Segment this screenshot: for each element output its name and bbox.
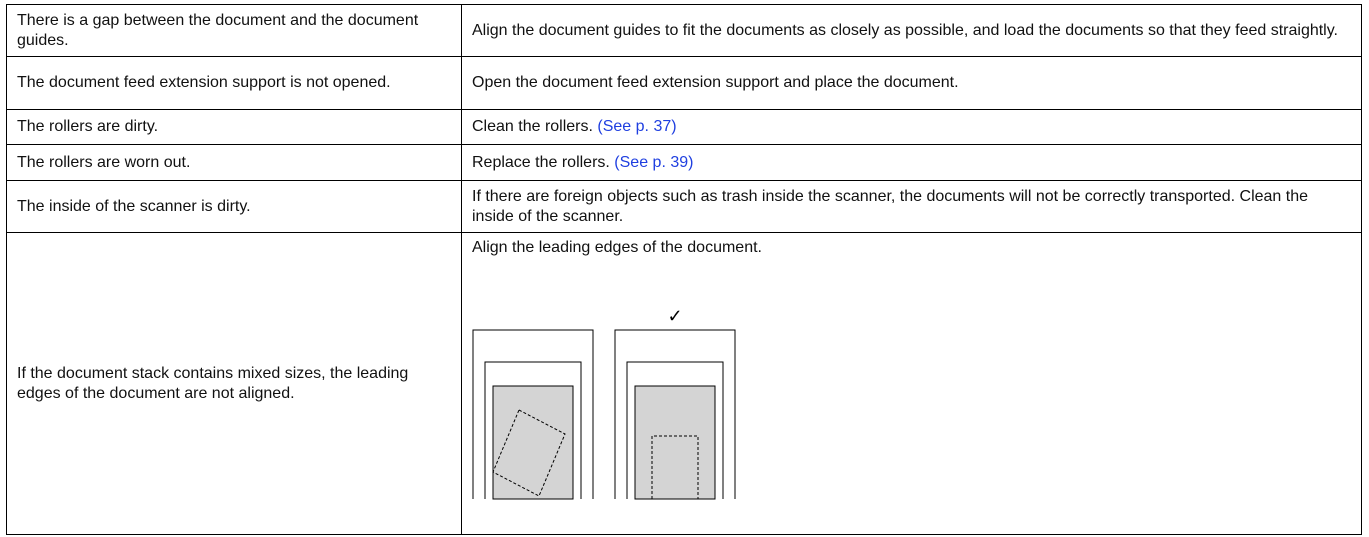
aligned-stack: [614, 329, 736, 500]
remedy: Clean the rollers.: [472, 118, 593, 135]
remedy: If there are foreign objects such as tra…: [461, 180, 1362, 233]
cause: The rollers are dirty.: [6, 109, 462, 145]
cause: The document feed extension support is n…: [6, 56, 462, 110]
remedy-cell: Align the leading edges of the document.…: [461, 232, 1362, 535]
troubleshooting-table: There is a gap between the document and …: [6, 4, 1362, 535]
remedy: Open the document feed extension support…: [461, 56, 1362, 110]
page-link[interactable]: (See p. 37): [597, 118, 677, 135]
remedy-cell: Clean the rollers. (See p. 37): [461, 109, 1362, 145]
row: If the document stack contains mixed siz…: [6, 232, 1362, 535]
cause: The rollers are worn out.: [6, 144, 462, 181]
misaligned-stack: [472, 329, 594, 500]
remedy: Replace the rollers.: [472, 153, 610, 171]
cause: The inside of the scanner is dirty.: [6, 180, 462, 233]
remedy: Align the document guides to fit the doc…: [461, 4, 1362, 57]
check-mark: ✓: [667, 306, 682, 326]
cause: There is a gap between the document and …: [6, 4, 462, 57]
row: The document feed extension support is n…: [6, 56, 1362, 110]
row: The rollers are worn out. Replace the ro…: [6, 144, 1362, 181]
alignment-figure: ✓: [472, 306, 736, 500]
row: There is a gap between the document and …: [6, 4, 1362, 57]
cause: If the document stack contains mixed siz…: [6, 232, 462, 535]
row: The inside of the scanner is dirty. If t…: [6, 180, 1362, 233]
remedy: Align the leading edges of the document.: [472, 239, 762, 256]
row: The rollers are dirty. Clean the rollers…: [6, 109, 1362, 145]
remedy-cell: Replace the rollers. (See p. 39): [461, 144, 1362, 181]
page-link[interactable]: (See p. 39): [614, 153, 694, 171]
